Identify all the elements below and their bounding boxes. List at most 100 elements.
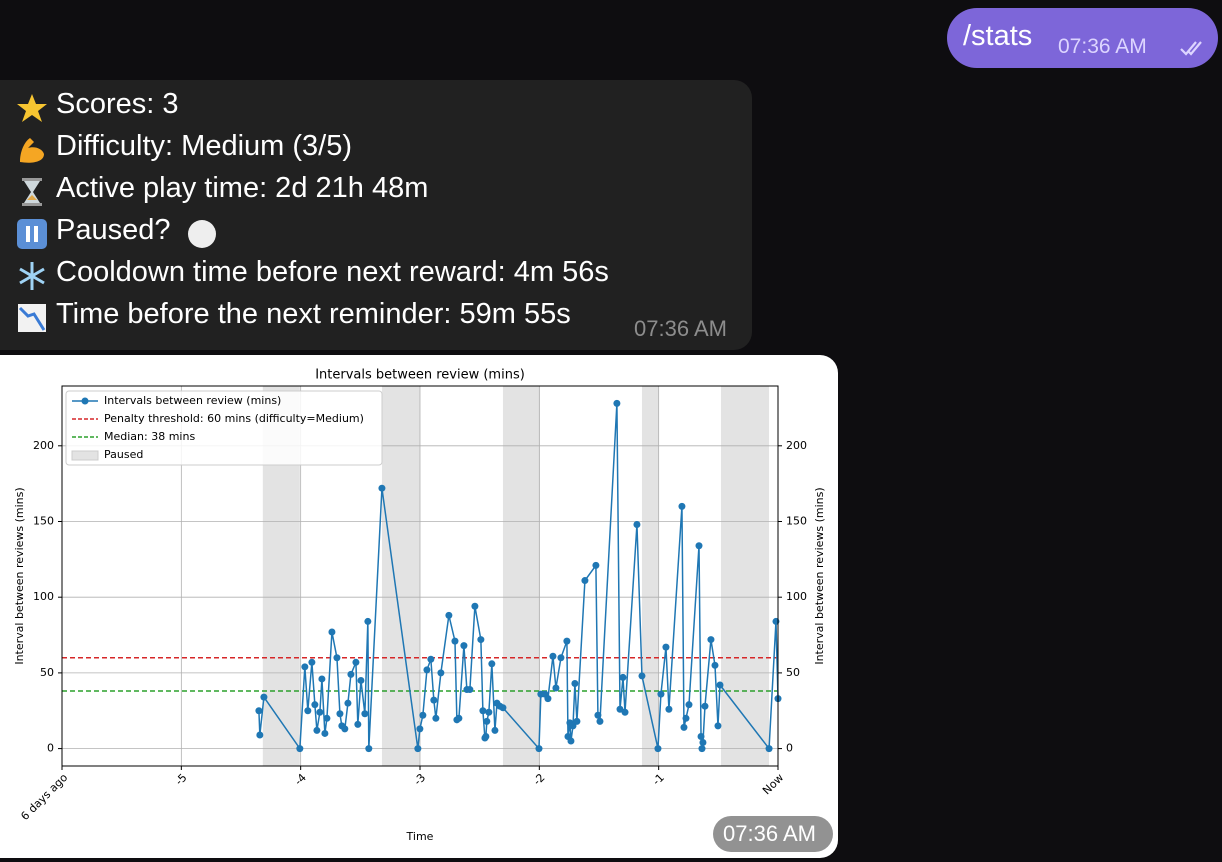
data-point <box>482 732 490 740</box>
legend-label: Median: 38 mins <box>104 430 195 443</box>
x-tick-label: -2 <box>531 771 548 788</box>
data-point <box>499 704 507 712</box>
data-point <box>336 710 344 718</box>
data-point <box>569 722 577 730</box>
data-point <box>549 652 557 660</box>
data-point <box>361 710 369 718</box>
status-circle <box>188 220 216 248</box>
data-point <box>483 717 491 725</box>
x-axis-label: Time <box>406 830 434 843</box>
y-tick-label: 200 <box>33 439 54 452</box>
data-point <box>594 711 602 719</box>
data-point <box>304 707 312 715</box>
data-point <box>657 690 665 698</box>
data-point <box>313 726 321 734</box>
image-message: Intervals between review (mins) Time Int… <box>0 355 838 858</box>
data-point <box>479 707 487 715</box>
data-point <box>557 654 565 662</box>
data-point <box>633 521 641 529</box>
data-point <box>427 655 435 663</box>
data-point <box>437 669 445 677</box>
data-point <box>697 732 705 740</box>
data-point <box>765 745 773 753</box>
data-point <box>451 637 459 645</box>
data-point <box>695 542 703 550</box>
stats-line: Paused? <box>56 214 171 246</box>
data-point <box>581 577 589 585</box>
x-tick-label: -5 <box>173 771 190 788</box>
y2-tick-label: 0 <box>786 742 793 755</box>
legend-box <box>65 390 383 466</box>
data-point <box>333 654 341 662</box>
x-tick-label: 6 days ago <box>18 771 70 823</box>
snowflake-icon <box>19 262 45 290</box>
x-tick-label: -1 <box>650 771 667 788</box>
data-point <box>328 628 336 636</box>
data-point <box>341 725 349 733</box>
stats-line: Difficulty: Medium (3/5) <box>56 130 352 162</box>
data-point <box>378 484 386 492</box>
message-text: /stats <box>963 20 1033 52</box>
data-point <box>260 693 268 701</box>
data-point <box>592 561 600 569</box>
data-point <box>352 658 360 666</box>
data-point <box>323 714 331 722</box>
data-point <box>552 684 560 692</box>
legend: Intervals between review (mins) Penalty t… <box>65 390 383 466</box>
data-point <box>716 681 724 689</box>
data-point <box>256 731 264 739</box>
data-point <box>416 725 424 733</box>
y-tick-label: 100 <box>33 590 54 603</box>
data-point <box>563 637 571 645</box>
data-point <box>701 702 709 710</box>
data-point <box>455 714 463 722</box>
data-point <box>308 658 316 666</box>
data-point <box>685 701 693 709</box>
stats-line: Time before the next reminder: 59m 55s <box>56 298 571 330</box>
data-point <box>430 696 438 704</box>
arm-icon <box>20 138 44 163</box>
data-point <box>711 661 719 669</box>
y2-tick-label: 50 <box>786 666 800 679</box>
data-point <box>344 699 352 707</box>
y-axis-label: Interval between reviews (mins) <box>13 487 26 664</box>
data-point <box>571 679 579 687</box>
read-check <box>1180 41 1202 56</box>
y-tick-label: 0 <box>47 742 54 755</box>
data-point <box>365 745 373 753</box>
data-point <box>654 745 662 753</box>
x-tick-label: Now <box>760 771 786 797</box>
data-point <box>616 705 624 713</box>
outgoing-message: /stats 07:36 AM <box>947 8 1218 68</box>
data-point <box>414 745 422 753</box>
data-point <box>419 711 427 719</box>
data-point <box>321 729 329 737</box>
legend-label: Paused <box>104 448 143 461</box>
chart: Intervals between review (mins) Time Int… <box>13 368 826 844</box>
data-point <box>544 695 552 703</box>
chart-title: Intervals between review (mins) <box>315 368 525 383</box>
data-point <box>296 745 304 753</box>
message-time: 07:36 AM <box>634 316 727 341</box>
paused-span <box>641 386 659 766</box>
y-tick-label: 150 <box>33 514 54 527</box>
message-time: 07:36 AM <box>723 821 816 846</box>
legend-label: Penalty threshold: 60 mins (difficulty=M… <box>104 412 364 425</box>
data-point <box>354 720 362 728</box>
y2-tick-label: 150 <box>786 514 807 527</box>
paused-span <box>502 386 540 766</box>
data-point <box>318 675 326 683</box>
data-point <box>347 670 355 678</box>
data-point <box>682 714 690 722</box>
data-point <box>432 714 440 722</box>
data-point <box>638 672 646 680</box>
data-point <box>596 717 604 725</box>
x-tick-label: -4 <box>292 771 309 788</box>
paused-span <box>720 386 770 766</box>
data-point <box>699 739 707 747</box>
data-point <box>619 673 627 681</box>
data-point <box>311 701 319 709</box>
data-point <box>680 723 688 731</box>
data-point <box>714 722 722 730</box>
